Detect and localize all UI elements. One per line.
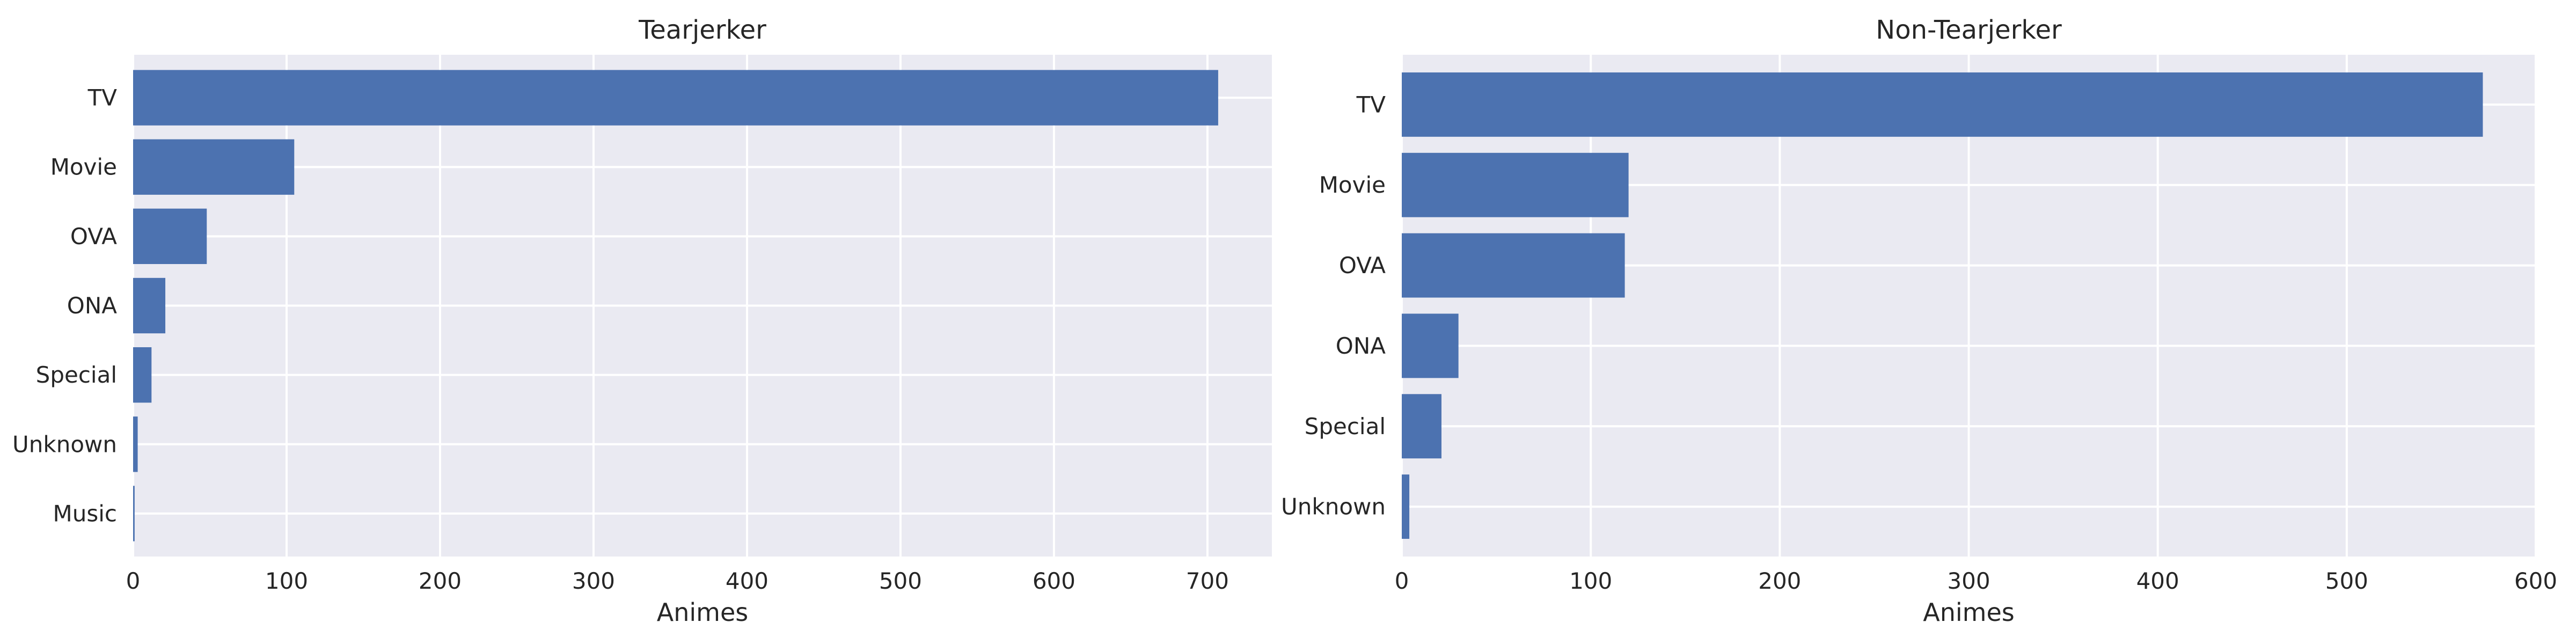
x-tick-label: 200 [419, 568, 462, 594]
x-tick-label: 100 [265, 568, 308, 594]
bar-tv [1402, 72, 2483, 137]
bar-ona [1402, 313, 1459, 378]
bar-ova [1402, 233, 1625, 298]
chart-title: Tearjerker [638, 15, 766, 45]
bar-special [1402, 394, 1441, 459]
x-tick-label: 500 [2325, 568, 2368, 594]
bar-music [133, 486, 135, 541]
chart-tearjerker: TV Movie OVA ONA Special Unknown Music 0 100 200 3… [12, 15, 1272, 627]
x-tick-label: 300 [1947, 568, 1990, 594]
y-tick-label: ONA [1336, 333, 1386, 359]
y-tick-label: Music [53, 500, 118, 526]
bar-special [133, 347, 152, 403]
y-tick-label: Unknown [1281, 494, 1386, 520]
y-tick-label: Special [36, 362, 117, 388]
x-tick-label: 300 [572, 568, 615, 594]
bar-unknown [1402, 474, 1410, 539]
y-tick-label: OVA [1339, 252, 1386, 279]
y-tick-label: TV [87, 85, 118, 111]
bar-ova [133, 208, 207, 265]
y-tick-label: Special [1305, 413, 1386, 440]
x-axis-label: Animes [1923, 598, 2014, 627]
bar-movie [133, 139, 295, 195]
x-axis-label: Animes [657, 598, 748, 627]
x-tick-label: 600 [1033, 568, 1075, 594]
x-tick-label: 600 [2514, 568, 2557, 594]
x-tick-label: 200 [1758, 568, 1801, 594]
y-tick-label: TV [1356, 91, 1386, 118]
y-tick-label: ONA [67, 292, 117, 319]
bar-movie [1402, 152, 1629, 217]
x-tick-label: 700 [1186, 568, 1229, 594]
x-tick-label: 0 [126, 568, 141, 594]
x-tick-label: 0 [1395, 568, 1409, 594]
x-tick-label: 400 [2136, 568, 2179, 594]
y-tick-label: Movie [1319, 172, 1386, 198]
bar-unknown [133, 416, 138, 472]
bar-tv [133, 70, 1218, 126]
y-tick-label: Unknown [12, 431, 117, 457]
x-tick-label: 500 [879, 568, 922, 594]
bar-ona [133, 277, 166, 334]
x-tick-label: 100 [1569, 568, 1612, 594]
chart-non-tearjerker: TV Movie OVA ONA Special Unknown 0 100 200 300 400… [1281, 15, 2557, 627]
x-tick-label: 400 [726, 568, 769, 594]
y-tick-label: Movie [50, 154, 117, 180]
chart-title: Non-Tearjerker [1876, 15, 2062, 45]
y-tick-label: OVA [70, 223, 117, 250]
